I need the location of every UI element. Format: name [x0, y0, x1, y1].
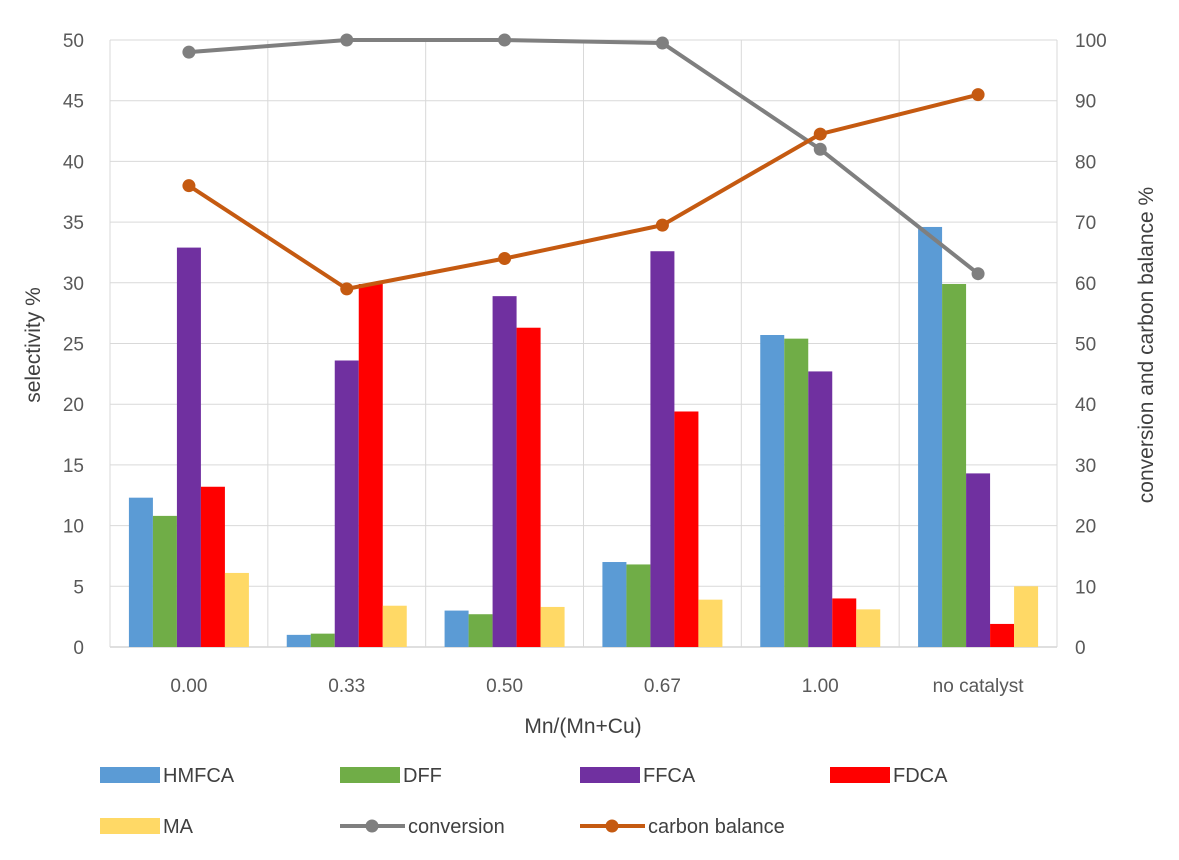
bar-dff — [468, 614, 493, 647]
tick-labels: 0 5 10 15 20 25 30 35 40 45 50 0 10 20 30 40 50 60 70 80 90 1… — [63, 31, 1107, 697]
point-conversion — [498, 33, 512, 47]
y-tick-label: 20 — [63, 395, 84, 416]
y-tick-label: 15 — [63, 456, 84, 477]
bar-fdca — [674, 411, 699, 647]
x-tick-label: 0.50 — [486, 676, 523, 697]
legend-swatch-dff — [340, 767, 400, 783]
bar-ffca — [966, 473, 991, 647]
legend-label-fdca: FDCA — [893, 765, 948, 787]
legend-swatch-ffca — [580, 767, 640, 783]
bar-hmfca — [918, 226, 943, 647]
point-conversion — [340, 33, 354, 47]
x-axis-title: Mn/(Mn+Cu) — [524, 715, 641, 738]
x-tick-label: no catalyst — [933, 676, 1025, 697]
bar-fdca — [832, 598, 857, 647]
y-tick-label: 35 — [63, 213, 84, 234]
y2-tick-label: 70 — [1075, 213, 1096, 234]
legend-label-hmfca: HMFCA — [163, 765, 235, 787]
bar-dff — [152, 515, 177, 647]
legend-label-ffca: FFCA — [643, 765, 696, 787]
legend-swatch-fdca — [830, 767, 890, 783]
legend-swatch-hmfca — [100, 767, 160, 783]
bar-ma — [698, 599, 723, 647]
y2-tick-label: 100 — [1075, 31, 1107, 52]
x-tick-label: 0.33 — [328, 676, 365, 697]
point-carbon-balance — [655, 218, 669, 232]
y-tick-label: 25 — [63, 335, 84, 356]
point-carbon-balance — [971, 88, 985, 102]
legend-swatch-ma — [100, 818, 160, 834]
y2-tick-label: 60 — [1075, 274, 1096, 295]
point-carbon-balance — [182, 179, 196, 193]
bar-ffca — [334, 360, 359, 647]
y-tick-label: 5 — [73, 577, 84, 598]
point-conversion — [813, 142, 827, 156]
bar-dff — [942, 284, 967, 647]
bar-ma — [856, 609, 881, 647]
legend-marker-carbon-balance — [605, 819, 619, 833]
point-carbon-balance — [813, 127, 827, 141]
line-conversion — [188, 38, 980, 276]
bar-fdca — [200, 486, 225, 647]
lines — [182, 33, 985, 296]
bar-dff — [310, 633, 335, 647]
y-tick-label: 40 — [63, 152, 84, 173]
x-tick-label: 1.00 — [802, 676, 839, 697]
y2-tick-label: 0 — [1075, 638, 1086, 659]
bar-ffca — [176, 247, 201, 647]
y2-tick-label: 10 — [1075, 577, 1096, 598]
point-carbon-balance — [340, 282, 354, 296]
point-conversion — [655, 36, 669, 50]
y-tick-label: 10 — [63, 517, 84, 538]
bar-fdca — [990, 623, 1015, 647]
bar-dff — [784, 338, 809, 647]
bar-hmfca — [286, 634, 311, 647]
legend-label-dff: DFF — [403, 765, 442, 787]
bar-ma — [382, 605, 407, 647]
gridlines — [109, 39, 1058, 648]
y-tick-label: 30 — [63, 274, 84, 295]
bar-dff — [626, 564, 651, 647]
y-tick-label: 50 — [63, 31, 84, 52]
x-tick-label: 0.00 — [170, 676, 207, 697]
y-axis-title: selectivity % — [22, 287, 45, 403]
legend: HMFCA DFF FFCA FDCA MA conversion carbon balan… — [100, 765, 948, 838]
bar-hmfca — [760, 335, 785, 647]
legend-label-carbon-balance: carbon balance — [648, 816, 785, 838]
y-tick-label: 0 — [73, 638, 84, 659]
bar-hmfca — [602, 562, 627, 647]
y2-tick-label: 90 — [1075, 92, 1096, 113]
legend-marker-conversion — [365, 819, 379, 833]
line-carbon-balance — [187, 92, 979, 291]
bar-ffca — [808, 371, 833, 647]
point-carbon-balance — [498, 252, 512, 266]
bar-fdca — [516, 327, 541, 647]
bar-ffca — [492, 296, 517, 647]
point-conversion — [182, 45, 196, 59]
y2-tick-label: 50 — [1075, 335, 1096, 356]
y2-axis-title: conversion and carbon balance % — [1135, 187, 1158, 503]
bar-ma — [224, 572, 249, 647]
bar-hmfca — [444, 610, 469, 647]
bar-hmfca — [128, 497, 153, 647]
legend-label-conversion: conversion — [408, 816, 505, 838]
y2-tick-label: 30 — [1075, 456, 1096, 477]
bar-ffca — [650, 251, 675, 647]
bar-ma — [1014, 586, 1039, 647]
y2-tick-label: 40 — [1075, 395, 1096, 416]
y-tick-label: 45 — [63, 92, 84, 113]
legend-label-ma: MA — [163, 816, 194, 838]
bars — [128, 226, 1039, 647]
bar-ma — [540, 606, 565, 647]
y2-tick-label: 80 — [1075, 152, 1096, 173]
y2-tick-label: 20 — [1075, 517, 1096, 538]
bar-fdca — [358, 284, 383, 647]
point-conversion — [971, 267, 985, 281]
x-tick-label: 0.67 — [644, 676, 681, 697]
